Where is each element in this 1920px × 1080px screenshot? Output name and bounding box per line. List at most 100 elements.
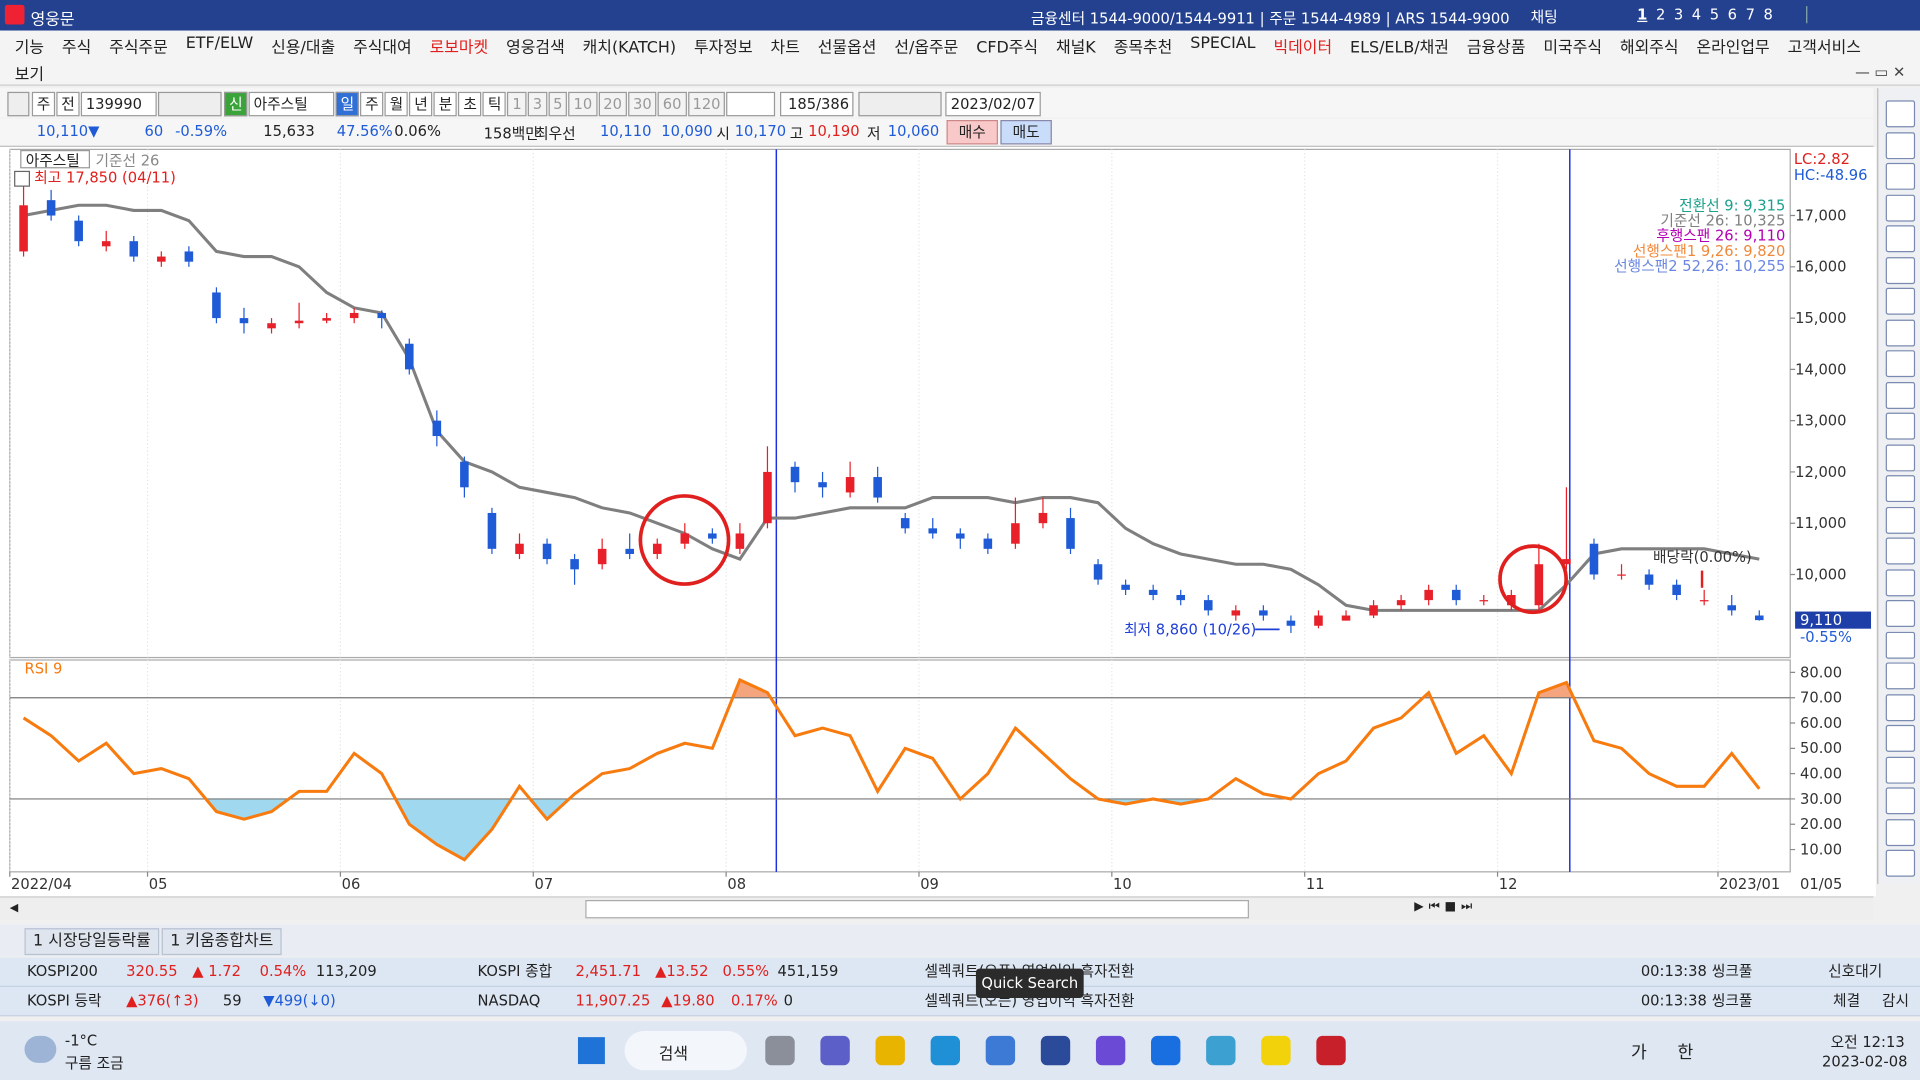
mode-button[interactable]: 전	[56, 91, 80, 117]
menu-item[interactable]: 캐치(KATCH)	[582, 39, 677, 58]
menu-item[interactable]: 차트	[770, 39, 800, 58]
tool-icon[interactable]	[1885, 225, 1916, 253]
interval-button[interactable]: 60	[657, 91, 687, 117]
menu-item[interactable]: 선물옵션	[817, 39, 877, 58]
tool-icon[interactable]	[1885, 412, 1916, 440]
period-button[interactable]: 일	[335, 91, 360, 117]
tool-icon[interactable]	[1885, 350, 1916, 378]
interval-button[interactable]: 5	[548, 91, 568, 117]
app-icon[interactable]	[930, 1035, 961, 1066]
page-tab[interactable]: 4	[1691, 6, 1702, 24]
page-tab[interactable]: 3	[1673, 6, 1684, 24]
menu-item[interactable]: 빅데이터	[1273, 39, 1333, 58]
page-tab[interactable]: 6	[1727, 6, 1738, 24]
icon-button[interactable]	[158, 91, 222, 117]
tool-icon[interactable]	[1885, 318, 1916, 346]
tool-icon[interactable]	[1885, 724, 1916, 752]
tool-icon[interactable]	[1885, 100, 1916, 128]
period-button[interactable]: 주	[360, 91, 384, 117]
tool-icon[interactable]	[1885, 381, 1916, 409]
blank-input[interactable]	[726, 91, 776, 117]
bottom-tab[interactable]: 1 시장당일등락률	[24, 928, 160, 956]
menu-item[interactable]: 로보마켓	[429, 39, 489, 58]
window-controls[interactable]	[1806, 6, 1905, 24]
tool-icon[interactable]	[1885, 131, 1916, 159]
icon-button[interactable]	[7, 91, 30, 117]
page-tab[interactable]: 8	[1763, 6, 1773, 24]
page-tab[interactable]: 2	[1655, 6, 1666, 24]
page-tab[interactable]: 1	[1637, 6, 1648, 24]
tool-icon[interactable]	[1885, 506, 1916, 534]
menu-item[interactable]: 온라인업무	[1696, 39, 1770, 58]
app-icon[interactable]	[1316, 1035, 1346, 1066]
sell-button[interactable]: 매도	[1000, 120, 1052, 145]
app-icon[interactable]	[1206, 1035, 1236, 1066]
tool-icon[interactable]	[1885, 818, 1916, 846]
icon-button[interactable]	[858, 91, 943, 117]
menu-item[interactable]: 금융상품	[1466, 39, 1526, 58]
menu-item[interactable]: 해외주식	[1619, 39, 1679, 58]
tool-icon[interactable]	[1885, 287, 1916, 315]
date-input[interactable]: 2023/02/07	[945, 91, 1041, 117]
menu-item[interactable]: CFD주식	[976, 39, 1039, 58]
interval-button[interactable]: 10	[568, 91, 598, 117]
app-icon[interactable]	[820, 1035, 850, 1066]
tool-icon[interactable]	[1885, 162, 1916, 190]
tool-icon[interactable]	[1885, 568, 1916, 596]
menu-item[interactable]: 신용/대출	[271, 39, 336, 58]
tool-icon[interactable]	[1885, 693, 1916, 721]
tool-icon[interactable]	[1885, 756, 1916, 784]
tool-icon[interactable]	[1885, 443, 1916, 471]
menu-item[interactable]: 채널K	[1056, 39, 1096, 58]
stock-name-input[interactable]: 아주스틸	[248, 91, 335, 117]
tool-icon[interactable]	[1885, 537, 1916, 565]
page-tab[interactable]: 7	[1745, 6, 1755, 24]
scroll-thumb[interactable]	[585, 900, 1249, 919]
app-icon[interactable]	[1151, 1035, 1181, 1066]
menu-item[interactable]: 주식주문	[109, 39, 168, 58]
stock-code-input[interactable]: 139990	[80, 91, 157, 117]
app-icon[interactable]	[985, 1035, 1016, 1066]
buy-button[interactable]: 매수	[946, 120, 998, 145]
period-button[interactable]: 월	[384, 91, 409, 117]
search-box[interactable]: 검색	[624, 1031, 747, 1071]
mode-button[interactable]: 주	[31, 91, 56, 117]
interval-button[interactable]: 30	[628, 91, 657, 117]
app-icon[interactable]	[875, 1035, 905, 1066]
chat-button[interactable]: 채팅	[1530, 8, 1558, 26]
tool-icon[interactable]	[1885, 600, 1916, 627]
period-button[interactable]: 틱	[482, 91, 507, 117]
app-icon[interactable]	[1261, 1035, 1291, 1066]
page-tab[interactable]: 5	[1709, 6, 1720, 24]
tool-icon[interactable]	[1885, 256, 1916, 284]
tool-icon[interactable]	[1885, 475, 1916, 503]
menu-item[interactable]: 종목추천	[1113, 39, 1173, 58]
interval-button[interactable]: 3	[527, 91, 548, 117]
interval-button[interactable]: 120	[687, 91, 726, 117]
menu-item[interactable]: SPECIAL	[1190, 34, 1256, 53]
menu-item[interactable]: 주식대여	[353, 39, 412, 58]
tool-icon[interactable]	[1885, 631, 1916, 659]
tool-icon[interactable]	[1885, 662, 1916, 690]
period-button[interactable]: 분	[433, 91, 458, 117]
tool-icon[interactable]	[1885, 194, 1916, 222]
menu-item[interactable]: 미국주식	[1543, 39, 1602, 58]
menu-item[interactable]: 기능	[14, 39, 44, 58]
app-icon[interactable]	[765, 1035, 795, 1066]
menu-item[interactable]: 주식	[61, 39, 92, 58]
tool-icon[interactable]	[1885, 787, 1916, 815]
interval-button[interactable]: 20	[598, 91, 627, 117]
ime-indicator[interactable]: 가	[1631, 1043, 1647, 1063]
period-button[interactable]: 초	[458, 91, 482, 117]
interval-button[interactable]: 1	[507, 91, 527, 117]
menu-item[interactable]: 선/옵주문	[894, 39, 959, 58]
start-button[interactable]	[577, 1037, 605, 1065]
mdi-controls[interactable]: — ▭ ✕	[1855, 63, 1906, 81]
menu-item[interactable]: 보기	[14, 66, 44, 85]
menu-item[interactable]: ELS/ELB/채권	[1350, 39, 1449, 58]
ime-indicator[interactable]: 한	[1677, 1043, 1694, 1063]
menu-item[interactable]: 투자정보	[694, 39, 753, 58]
menu-item[interactable]: ETF/ELW	[185, 34, 254, 53]
app-icon[interactable]	[1095, 1035, 1126, 1066]
bottom-tab[interactable]: 1 키움종합차트	[161, 928, 282, 956]
